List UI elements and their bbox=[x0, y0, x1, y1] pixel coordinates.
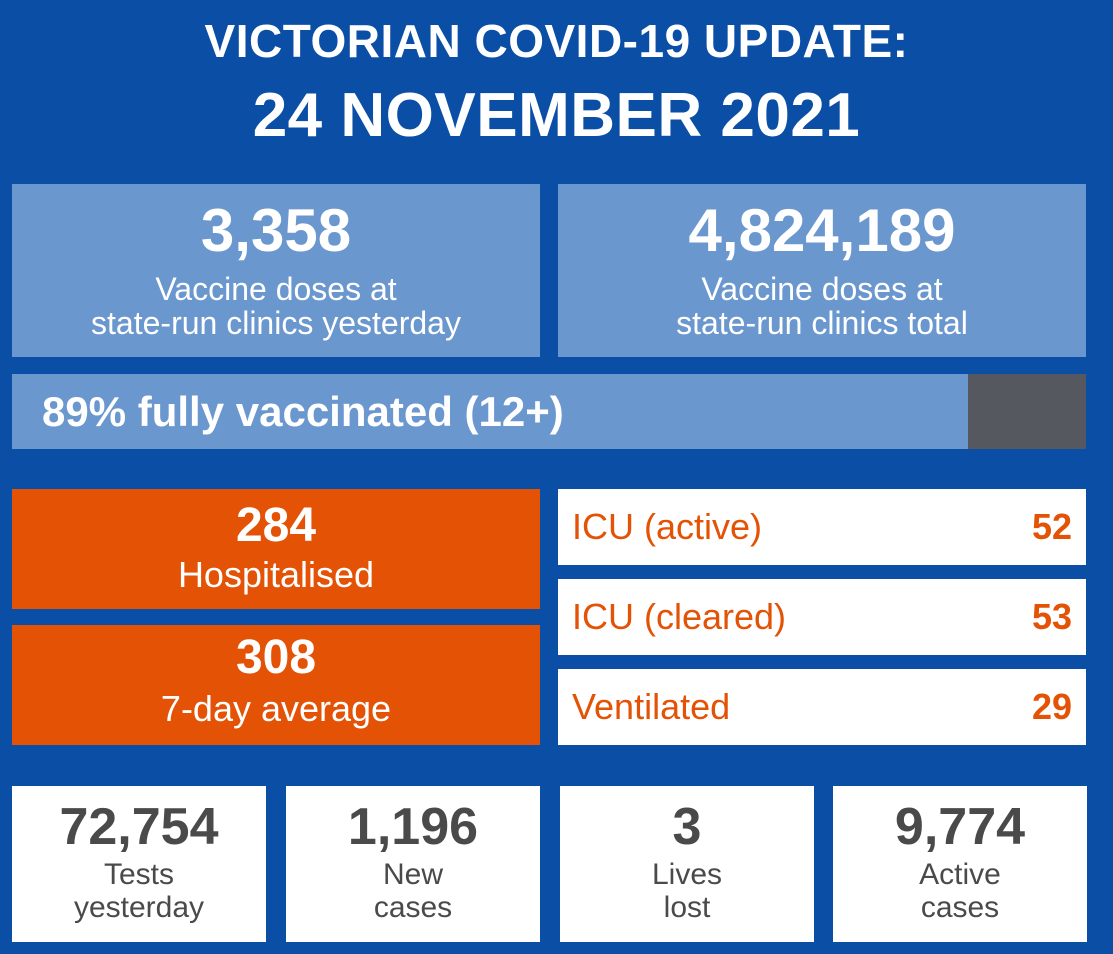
fully-vaccinated-progress-bar: 89% fully vaccinated (12+) bbox=[12, 374, 1086, 449]
lives-lost-value: 3 bbox=[672, 798, 702, 856]
hospitalised-card: 284 Hospitalised bbox=[12, 489, 540, 609]
active-cases-label-line1: Active bbox=[919, 858, 1001, 891]
new-cases-label-line1: New bbox=[382, 858, 443, 891]
seven-day-average-value: 308 bbox=[235, 631, 317, 684]
vaccine-doses-total-value: 4,824,189 bbox=[688, 197, 956, 264]
icu-active-value: 52 bbox=[1031, 506, 1072, 547]
seven-day-average-label: 7-day average bbox=[160, 688, 392, 729]
lives-lost-label-line2: lost bbox=[663, 891, 711, 924]
fully-vaccinated-label: 89% fully vaccinated (12+) bbox=[42, 388, 564, 435]
new-cases-value: 1,196 bbox=[347, 798, 479, 856]
icu-cleared-value: 53 bbox=[1031, 596, 1072, 637]
icu-active-row: ICU (active) 52 bbox=[558, 489, 1086, 565]
ventilated-value: 29 bbox=[1031, 686, 1072, 727]
tests-yesterday-card: 72,754 Tests yesterday bbox=[12, 786, 266, 942]
header-title: VICTORIAN COVID-19 UPDATE: bbox=[204, 15, 909, 67]
vaccine-doses-yesterday-value: 3,358 bbox=[200, 197, 352, 264]
new-cases-label-line2: cases bbox=[373, 891, 453, 924]
header-date: 24 NOVEMBER 2021 bbox=[252, 81, 861, 150]
seven-day-average-card: 308 7-day average bbox=[12, 625, 540, 745]
new-cases-card: 1,196 New cases bbox=[286, 786, 540, 942]
vaccine-doses-yesterday-card: 3,358 Vaccine doses at state-run clinics… bbox=[12, 184, 540, 357]
tests-yesterday-value: 72,754 bbox=[59, 798, 219, 856]
vaccine-doses-total-label-line2: state-run clinics total bbox=[676, 305, 968, 341]
vaccine-doses-yesterday-label-line2: state-run clinics yesterday bbox=[91, 305, 461, 341]
hospitalised-value: 284 bbox=[235, 499, 317, 552]
ventilated-label: Ventilated bbox=[572, 686, 731, 727]
active-cases-card: 9,774 Active cases bbox=[833, 786, 1087, 942]
vaccine-doses-yesterday-label-line1: Vaccine doses at bbox=[155, 271, 397, 307]
vaccine-doses-total-label-line1: Vaccine doses at bbox=[701, 271, 943, 307]
vaccine-doses-total-card: 4,824,189 Vaccine doses at state-run cli… bbox=[558, 184, 1086, 357]
lives-lost-card: 3 Lives lost bbox=[560, 786, 814, 942]
fully-vaccinated-progress-fill bbox=[12, 374, 968, 449]
active-cases-value: 9,774 bbox=[894, 798, 1026, 856]
tests-yesterday-label-line2: yesterday bbox=[73, 891, 205, 924]
tests-yesterday-label-line1: Tests bbox=[103, 858, 175, 891]
icu-cleared-row: ICU (cleared) 53 bbox=[558, 579, 1086, 655]
ventilated-row: Ventilated 29 bbox=[558, 669, 1086, 745]
icu-active-label: ICU (active) bbox=[572, 506, 763, 547]
lives-lost-label-line1: Lives bbox=[651, 858, 723, 891]
hospitalised-label: Hospitalised bbox=[177, 554, 375, 595]
icu-cleared-label: ICU (cleared) bbox=[572, 596, 787, 637]
active-cases-label-line2: cases bbox=[920, 891, 1000, 924]
